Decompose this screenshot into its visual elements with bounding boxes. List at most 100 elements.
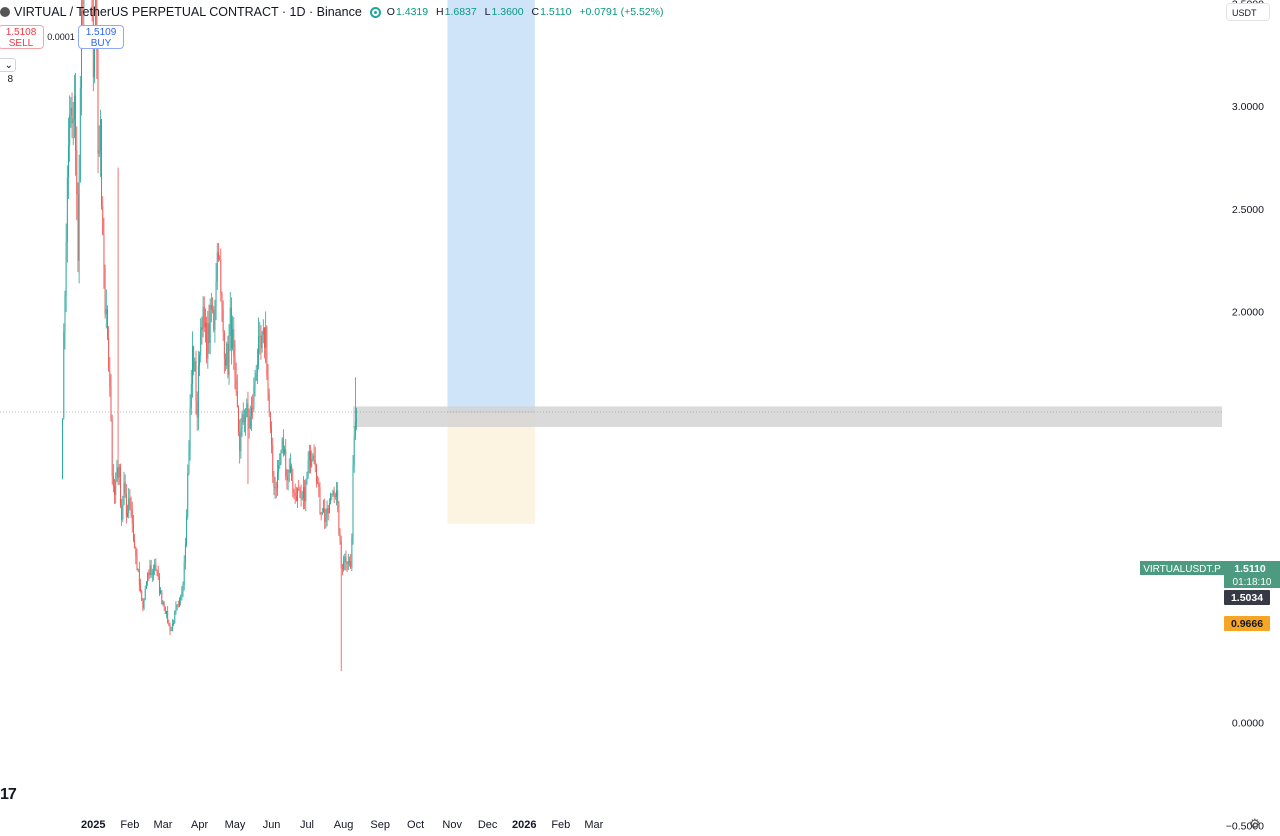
candle-body (268, 393, 270, 413)
candle-body (217, 252, 219, 260)
candle-body (235, 379, 237, 391)
candle-body (148, 572, 150, 575)
candle-body (186, 516, 188, 545)
buy-button[interactable]: 1.5109 BUY (78, 25, 124, 49)
candle-body (71, 107, 73, 124)
candle-body (137, 569, 139, 571)
candle-body (190, 383, 192, 408)
candle-body (167, 610, 169, 624)
candle-body (130, 505, 132, 510)
candle-body (265, 326, 267, 348)
candle-body (189, 407, 191, 452)
candle-body (301, 497, 303, 499)
currency-selector[interactable]: USDT (1226, 3, 1270, 21)
x-tick-label: Dec (478, 819, 498, 831)
countdown-label: 01:18:10 (1233, 577, 1272, 588)
price-axis: 6.50006.00005.50005.00004.50004.00003.50… (1226, 0, 1264, 832)
candle-body (99, 119, 101, 151)
x-tick-label: Mar (153, 819, 172, 831)
candle-body (134, 540, 136, 548)
candle-body (168, 623, 170, 625)
candle-body (285, 449, 287, 477)
candle-body (297, 488, 298, 502)
stop-price-label: 0.9666 (1231, 618, 1263, 630)
candle-body (351, 537, 353, 568)
x-tick-label: Mar (584, 819, 603, 831)
candle-body (213, 310, 215, 331)
symbol-title[interactable]: VIRTUAL / TetherUS PERPETUAL CONTRACT · … (14, 5, 362, 19)
sell-button[interactable]: 1.5108 SELL (0, 25, 44, 49)
candle-body (115, 480, 117, 496)
symbol-logo-icon (0, 7, 10, 17)
candle-body (333, 491, 335, 496)
candle-body (112, 475, 114, 486)
candle-body (110, 386, 112, 420)
candle-body (269, 412, 271, 428)
candle-body (138, 569, 140, 586)
candle-body (262, 328, 264, 335)
candle-body (243, 421, 245, 423)
candle-body (119, 466, 121, 506)
candle-body (91, 0, 93, 12)
candle-body (179, 600, 180, 606)
market-status-icon[interactable] (369, 6, 381, 18)
candle-body (251, 407, 252, 417)
candle-body (223, 332, 225, 359)
y-tick-label: 3.0000 (1232, 101, 1264, 113)
ohlc-values: O1.4319 H1.6837 L1.3600 C1.5110 +0.0791 … (387, 6, 664, 18)
candle-body (83, 0, 85, 13)
x-tick-label: Jul (300, 819, 314, 831)
candle-body (182, 584, 184, 592)
settings-icon[interactable]: ⚙ (1249, 816, 1261, 831)
candle-body (290, 465, 291, 473)
candle-body (131, 509, 133, 524)
candle-body (95, 0, 97, 40)
last-price-label: 1.5110 (1234, 563, 1266, 575)
candle-body (255, 372, 257, 381)
candle-body (229, 307, 231, 336)
candle-body (280, 450, 282, 454)
low-key: L (484, 6, 491, 18)
candle-body (150, 565, 152, 575)
candle-body (94, 39, 95, 78)
candle-body (225, 358, 226, 366)
candle-body (318, 483, 320, 488)
indicators-toggle-button[interactable]: ⌄ 8 (0, 58, 16, 85)
candle-body (238, 406, 239, 432)
candle-body (128, 498, 130, 514)
price-labels: 5.1600VIRTUALUSDT.P1.511001:18:101.50340… (1140, 561, 1280, 631)
candle-body (300, 493, 302, 499)
candle-body (275, 487, 277, 489)
candlestick-series (62, 0, 358, 672)
candle-body (274, 487, 276, 489)
candle-body (162, 602, 164, 604)
candle-body (352, 464, 354, 538)
candle-body (315, 465, 317, 482)
candle-body (307, 460, 309, 474)
candle-body (332, 491, 334, 495)
open-value: 1.4319 (395, 6, 429, 18)
candle-body (330, 494, 332, 504)
candle-body (294, 493, 296, 496)
candle-body (267, 374, 269, 394)
x-tick-label: Aug (334, 819, 354, 831)
candle-body (169, 624, 171, 631)
candle-body (317, 481, 319, 484)
candle-body (136, 556, 138, 571)
candle-body (102, 206, 104, 235)
candle-body (76, 150, 78, 195)
candle-body (195, 361, 197, 402)
candle-body (104, 268, 106, 315)
candle-body (272, 444, 274, 477)
candle-body (199, 355, 200, 367)
candle-body (252, 407, 254, 409)
candle-body (292, 480, 294, 492)
candle-body (313, 455, 315, 460)
candle-body (241, 414, 243, 429)
candle-body (273, 476, 275, 488)
candle-body (350, 561, 352, 568)
candle-body (298, 488, 300, 490)
tradingview-logo[interactable]: 17 (0, 786, 17, 803)
candle-body (347, 561, 349, 565)
